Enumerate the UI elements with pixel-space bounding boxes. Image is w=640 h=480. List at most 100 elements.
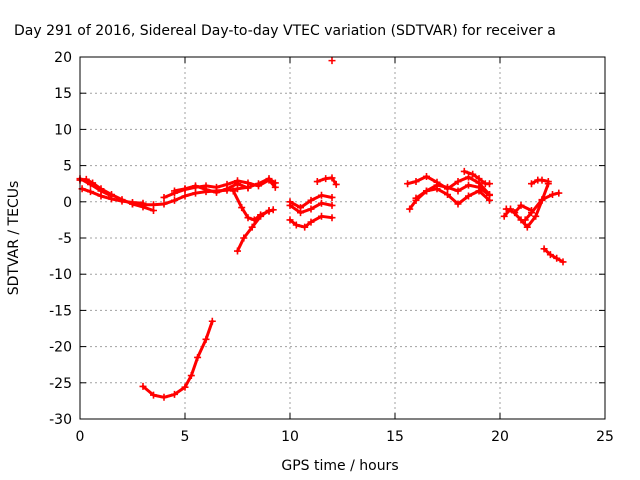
series-5 bbox=[171, 180, 252, 196]
y-tick-label-2: 10 bbox=[54, 122, 72, 138]
data-point-5-2 bbox=[192, 182, 199, 190]
data-point-17-0 bbox=[460, 167, 468, 175]
data-point-8-2 bbox=[301, 223, 309, 231]
data-point-7-0 bbox=[234, 247, 241, 255]
data-point-10-4 bbox=[328, 201, 336, 209]
data-point-16-7 bbox=[486, 191, 493, 199]
data-point-6-0 bbox=[229, 187, 237, 195]
data-point-22-0 bbox=[540, 245, 548, 253]
data-point-13-7 bbox=[202, 335, 210, 343]
y-tick-label-0: 20 bbox=[54, 50, 72, 66]
data-point-3-5 bbox=[181, 192, 189, 200]
data-point-4-11 bbox=[271, 183, 279, 191]
data-point-10-3 bbox=[318, 199, 325, 207]
data-point-4-0 bbox=[160, 193, 168, 201]
data-point-12-0 bbox=[328, 57, 336, 65]
data-point-2-1 bbox=[87, 180, 94, 188]
series-8 bbox=[286, 212, 336, 231]
data-point-3-2 bbox=[150, 201, 157, 209]
data-point-16-6 bbox=[475, 183, 483, 191]
data-point-18-4 bbox=[532, 212, 540, 220]
data-point-7-2 bbox=[248, 223, 256, 231]
data-point-13-6 bbox=[194, 353, 202, 361]
data-point-4-9 bbox=[255, 182, 262, 190]
series-trace-13 bbox=[141, 319, 214, 399]
data-point-5-4 bbox=[213, 188, 220, 196]
y-tick-label-5: -5 bbox=[58, 231, 72, 247]
series-11 bbox=[313, 174, 340, 188]
tick-labels: 0 5 10 15 20 25 20 15 10 5 0 -5 -10 -15 -20 -25 -30 bbox=[49, 50, 614, 445]
data-point-21-2 bbox=[538, 176, 546, 184]
series-0 bbox=[76, 175, 157, 214]
x-tick-label-0: 0 bbox=[76, 429, 85, 445]
y-tick-label-4: 0 bbox=[63, 195, 72, 211]
data-point-19-2 bbox=[517, 201, 525, 209]
data-point-14-6 bbox=[465, 173, 472, 181]
data-point-5-5 bbox=[223, 185, 231, 193]
series-trace-22 bbox=[542, 247, 565, 264]
data-point-10-2 bbox=[307, 205, 315, 213]
y-tick-label-7: -15 bbox=[49, 303, 72, 319]
data-point-13-4 bbox=[181, 383, 189, 391]
data-point-16-5 bbox=[465, 181, 472, 189]
data-point-11-3 bbox=[332, 180, 340, 188]
data-point-6-2 bbox=[244, 214, 252, 222]
data-point-10-0 bbox=[286, 201, 294, 209]
grid bbox=[80, 57, 605, 419]
data-point-8-0 bbox=[286, 216, 294, 224]
series-12 bbox=[328, 57, 336, 65]
data-point-16-3 bbox=[444, 183, 451, 191]
data-point-22-2 bbox=[553, 254, 561, 262]
axis-ticks bbox=[79, 56, 606, 420]
data-point-21-0 bbox=[528, 180, 535, 188]
data-point-11-0 bbox=[313, 178, 321, 186]
data-point-15-0 bbox=[406, 205, 414, 213]
data-point-2-2 bbox=[97, 187, 105, 195]
data-point-15-4 bbox=[444, 191, 451, 199]
data-point-8-4 bbox=[318, 212, 325, 220]
data-point-9-2 bbox=[307, 196, 315, 204]
data-point-21-3 bbox=[544, 178, 552, 186]
y-tick-label-10: -30 bbox=[49, 412, 72, 428]
series-13 bbox=[139, 317, 216, 401]
chart-title: Day 291 of 2016, Sidereal Day-to-day VTE… bbox=[14, 23, 556, 39]
data-point-8-3 bbox=[307, 218, 315, 226]
data-point-15-5 bbox=[454, 200, 462, 208]
series-16 bbox=[412, 181, 493, 202]
data-point-13-3 bbox=[171, 390, 178, 398]
series-21 bbox=[528, 176, 552, 188]
data-point-5-6 bbox=[234, 180, 241, 188]
data-point-20-2 bbox=[538, 196, 546, 204]
data-point-5-3 bbox=[202, 185, 210, 193]
data-point-3-3 bbox=[160, 200, 168, 208]
data-point-20-1 bbox=[528, 209, 535, 217]
data-point-16-4 bbox=[454, 187, 462, 195]
x-axis-label: GPS time / hours bbox=[281, 458, 398, 474]
data-point-22-1 bbox=[546, 251, 554, 259]
series-trace-7 bbox=[236, 209, 271, 253]
data-point-16-0 bbox=[412, 194, 420, 202]
data-point-13-1 bbox=[150, 391, 157, 399]
data-point-13-2 bbox=[160, 393, 168, 401]
data-point-14-1 bbox=[412, 178, 420, 186]
data-point-16-1 bbox=[423, 187, 430, 195]
data-point-3-1 bbox=[139, 201, 147, 209]
data-point-7-1 bbox=[240, 234, 248, 242]
data-point-6-1 bbox=[238, 204, 246, 212]
data-point-9-3 bbox=[318, 191, 325, 199]
data-point-5-0 bbox=[171, 187, 178, 195]
data-point-11-1 bbox=[322, 175, 330, 183]
data-point-18-3 bbox=[523, 223, 531, 231]
y-tick-label-6: -10 bbox=[49, 267, 72, 283]
data-point-20-4 bbox=[555, 189, 563, 197]
data-point-1-1 bbox=[87, 188, 94, 196]
data-point-19-1 bbox=[511, 209, 519, 217]
data-point-14-0 bbox=[404, 180, 412, 188]
data-point-4-10 bbox=[265, 176, 273, 184]
x-tick-label-5: 25 bbox=[596, 429, 614, 445]
data-point-13-0 bbox=[139, 382, 147, 390]
series-trace-15 bbox=[408, 187, 491, 211]
data-point-17-1 bbox=[469, 170, 477, 178]
y-tick-label-8: -20 bbox=[49, 340, 72, 356]
data-series bbox=[76, 57, 567, 401]
